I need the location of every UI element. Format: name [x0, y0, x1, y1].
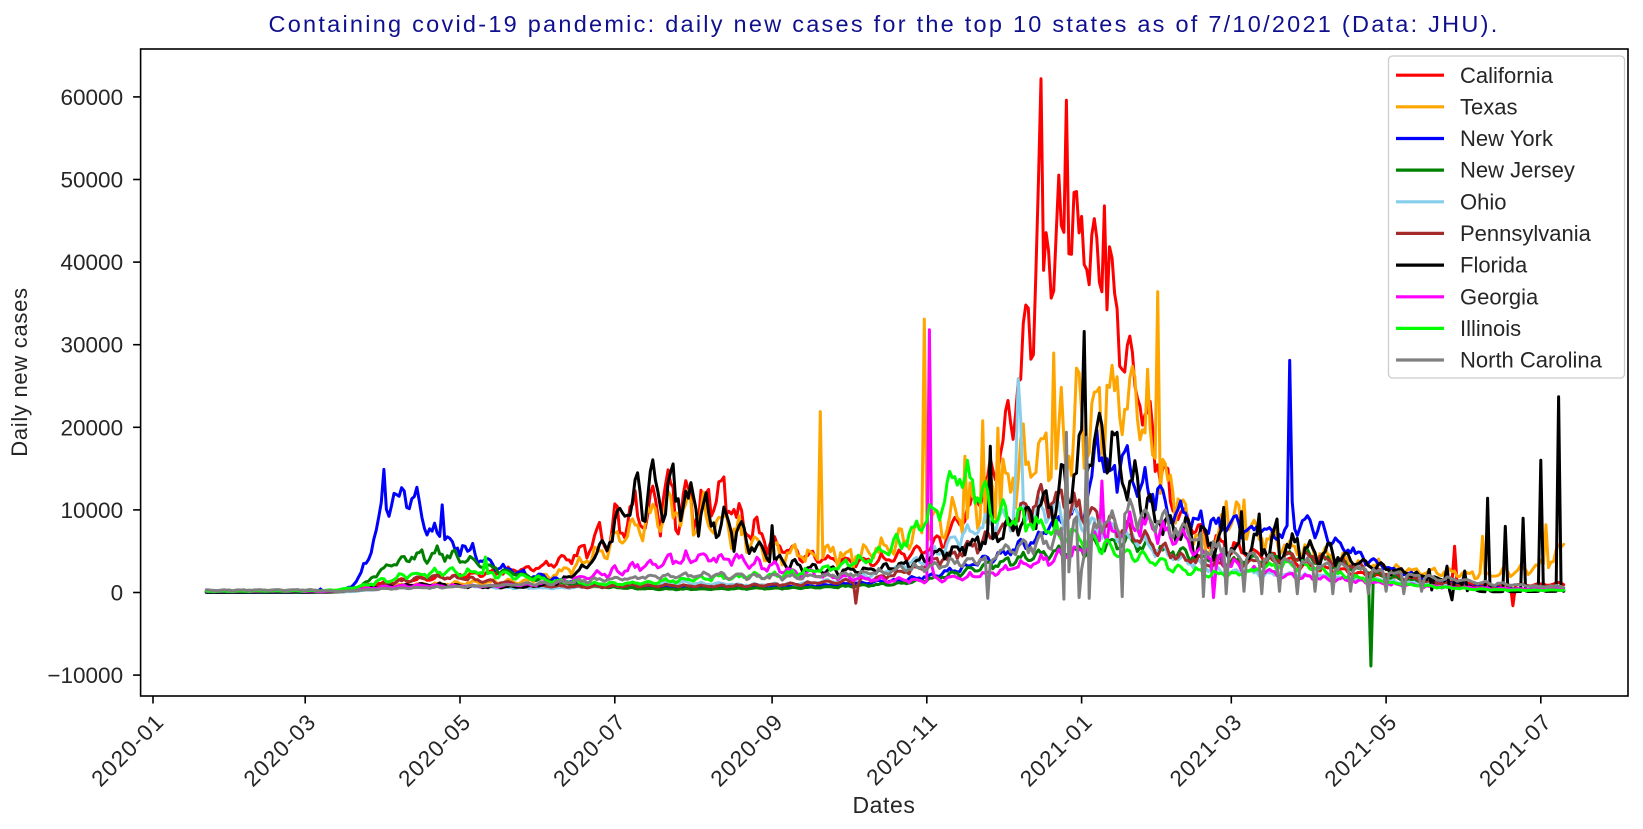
- svg-text:Daily new cases: Daily new cases: [7, 287, 32, 456]
- svg-text:Texas: Texas: [1460, 94, 1517, 119]
- svg-text:50000: 50000: [61, 168, 124, 193]
- svg-text:Florida: Florida: [1460, 253, 1528, 278]
- svg-text:New Jersey: New Jersey: [1460, 158, 1575, 183]
- svg-text:0: 0: [111, 581, 124, 606]
- svg-text:Dates: Dates: [852, 792, 915, 818]
- svg-text:North Carolina: North Carolina: [1460, 348, 1603, 373]
- svg-text:California: California: [1460, 63, 1554, 88]
- svg-text:10000: 10000: [61, 498, 124, 523]
- svg-text:Containing covid-19 pandemic:: Containing covid-19 pandemic: daily new …: [269, 11, 1500, 37]
- svg-text:New York: New York: [1460, 126, 1554, 151]
- svg-text:Pennsylvania: Pennsylvania: [1460, 221, 1592, 246]
- svg-text:30000: 30000: [61, 333, 124, 358]
- svg-text:20000: 20000: [61, 415, 124, 440]
- svg-text:Illinois: Illinois: [1460, 316, 1521, 341]
- svg-text:60000: 60000: [61, 85, 124, 110]
- svg-text:Georgia: Georgia: [1460, 284, 1539, 309]
- svg-text:40000: 40000: [61, 250, 124, 275]
- svg-text:Ohio: Ohio: [1460, 189, 1506, 214]
- svg-text:−10000: −10000: [47, 663, 123, 688]
